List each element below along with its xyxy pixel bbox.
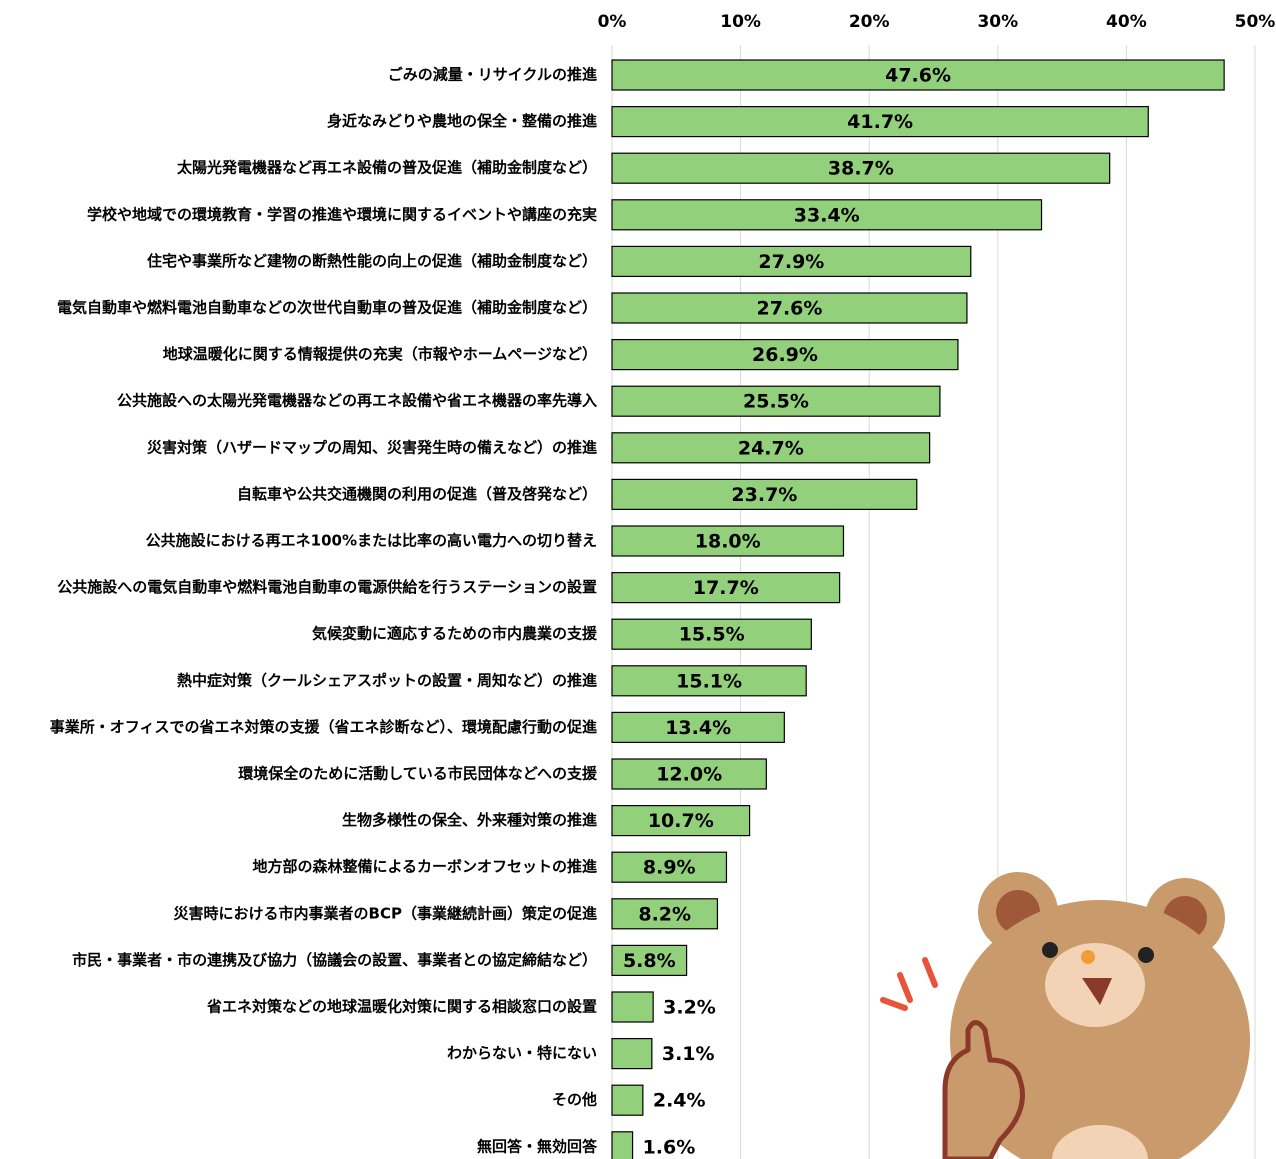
y-tick-label: 地球温暖化に関する情報提供の充実（市報やホームページなど） bbox=[163, 345, 597, 363]
y-tick-label: 身近なみどりや農地の保全・整備の推進 bbox=[327, 112, 598, 130]
y-tick-label: 公共施設への太陽光発電機器などの再エネ設備や省エネ機器の率先導入 bbox=[117, 392, 597, 410]
y-tick-label: ごみの減量・リサイクルの推進 bbox=[388, 66, 598, 84]
data-label: 27.6% bbox=[757, 298, 823, 320]
data-label: 8.9% bbox=[643, 857, 696, 879]
chart: 0% 10% 20% 30% 40% 50% ごみの減量・リサイクルの推進 47.6% 身近なみ… bbox=[0, 0, 1276, 1159]
y-tick-label: 無回答・無効回答 bbox=[477, 1137, 598, 1155]
data-label: 3.2% bbox=[663, 997, 716, 1019]
data-label: 23.7% bbox=[731, 484, 797, 506]
bar bbox=[612, 1085, 643, 1115]
data-label: 38.7% bbox=[828, 158, 894, 180]
bar bbox=[612, 992, 653, 1022]
data-label: 12.0% bbox=[656, 764, 722, 786]
data-label: 24.7% bbox=[738, 437, 804, 459]
y-tick-label: 事業所・オフィスでの省エネ対策の支援（省エネ診断など）、環境配慮行動の促進 bbox=[50, 718, 598, 736]
y-tick-label: 市民・事業者・市の連携及び協力（協議会の設置、事業者との協定締結など） bbox=[72, 951, 597, 969]
y-tick-label: その他 bbox=[552, 1091, 597, 1109]
y-tick-label: 災害時における市内事業者のBCP（事業継続計画）策定の促進 bbox=[174, 904, 598, 922]
x-tick-label: 20% bbox=[849, 12, 890, 32]
data-label: 17.7% bbox=[693, 577, 759, 599]
data-label: 15.1% bbox=[676, 670, 742, 692]
accent-line bbox=[883, 1000, 905, 1008]
x-tick-label: 0% bbox=[598, 12, 627, 32]
data-label: 15.5% bbox=[679, 624, 745, 646]
bar bbox=[612, 1039, 652, 1069]
data-label: 41.7% bbox=[847, 111, 913, 133]
data-label: 47.6% bbox=[885, 65, 951, 87]
y-tick-label: 環境保全のために活動している市民団体などへの支援 bbox=[238, 765, 598, 783]
data-label: 2.4% bbox=[653, 1090, 706, 1112]
data-label: 1.6% bbox=[643, 1136, 696, 1158]
data-label: 25.5% bbox=[743, 391, 809, 413]
y-tick-label: 公共施設への電気自動車や燃料電池自動車の電源供給を行うステーションの設置 bbox=[57, 578, 597, 596]
bear-eye bbox=[1138, 947, 1154, 963]
data-label: 8.2% bbox=[638, 903, 691, 925]
bear-illustration bbox=[883, 872, 1250, 1159]
x-tick-label: 10% bbox=[720, 12, 761, 32]
y-tick-label: 地方部の森林整備によるカーボンオフセットの推進 bbox=[252, 858, 598, 876]
y-tick-label: 熱中症対策（クールシェアスポットの設置・周知など）の推進 bbox=[177, 671, 598, 689]
y-tick-label: 住宅や事業所など建物の断熱性能の向上の促進（補助金制度など） bbox=[147, 252, 597, 270]
data-label: 33.4% bbox=[794, 204, 860, 226]
bar bbox=[612, 1132, 633, 1159]
data-label: 5.8% bbox=[623, 950, 676, 972]
x-tick-label: 50% bbox=[1235, 12, 1276, 32]
data-label: 26.9% bbox=[752, 344, 818, 366]
y-tick-label: 公共施設における再エネ100%または比率の高い電力への切り替え bbox=[146, 532, 597, 550]
bear-nose bbox=[1081, 950, 1095, 964]
bear-eye bbox=[1042, 942, 1058, 958]
data-label: 3.1% bbox=[662, 1043, 715, 1065]
x-tick-label: 40% bbox=[1106, 12, 1147, 32]
y-tick-label: 生物多様性の保全、外来種対策の推進 bbox=[342, 811, 598, 829]
data-label: 10.7% bbox=[648, 810, 714, 832]
accent-line bbox=[900, 975, 910, 1000]
x-tick-label: 30% bbox=[977, 12, 1018, 32]
accent-line bbox=[925, 960, 935, 985]
y-tick-label: 電気自動車や燃料電池自動車などの次世代自動車の普及促進（補助金制度など） bbox=[57, 299, 597, 317]
data-label: 13.4% bbox=[665, 717, 731, 739]
y-tick-label: 学校や地域での環境教育・学習の推進や環境に関するイベントや講座の充実 bbox=[87, 205, 597, 223]
data-label: 18.0% bbox=[695, 531, 761, 553]
y-tick-label: 太陽光発電機器など再エネ設備の普及促進（補助金制度など） bbox=[177, 159, 597, 177]
y-tick-label: 自転車や公共交通機関の利用の促進（普及啓発など） bbox=[237, 485, 597, 503]
y-tick-label: 災害対策（ハザードマップの周知、災害発生時の備えなど）の推進 bbox=[147, 438, 598, 456]
y-tick-label: 気候変動に適応するための市内農業の支援 bbox=[312, 625, 598, 643]
data-label: 27.9% bbox=[758, 251, 824, 273]
y-tick-label: 省エネ対策などの地球温暖化対策に関する相談窓口の設置 bbox=[206, 998, 597, 1016]
y-tick-label: わからない・特にない bbox=[447, 1044, 597, 1062]
